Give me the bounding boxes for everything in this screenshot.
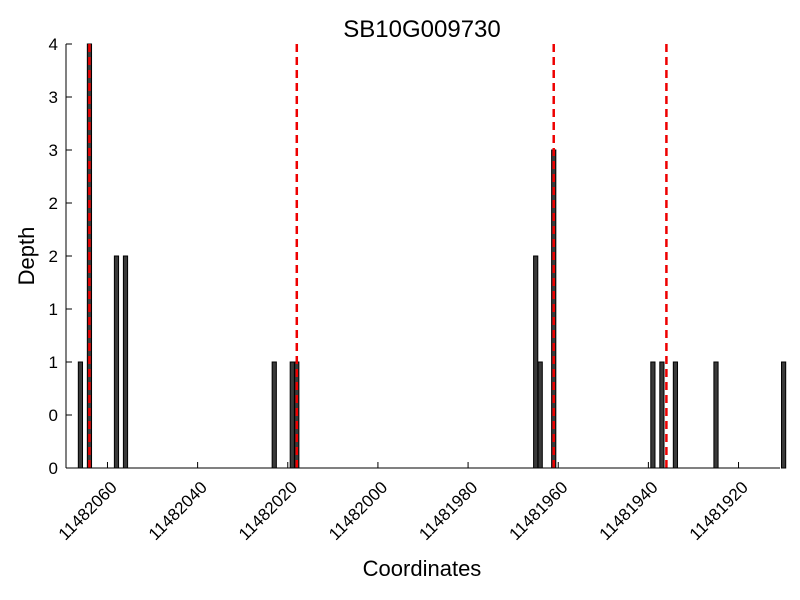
x-tick-label: 11481920 <box>686 478 752 544</box>
bar <box>781 361 787 469</box>
y-tick-label: 2 <box>49 247 58 266</box>
y-tick-label: 0 <box>49 406 58 425</box>
x-tick-label: 11481980 <box>415 478 481 544</box>
bar <box>659 361 665 469</box>
bar <box>650 361 656 469</box>
bar <box>113 255 120 469</box>
y-tick-label: 0 <box>49 459 58 478</box>
x-tick-label: 11481960 <box>506 478 572 544</box>
bar <box>77 361 84 469</box>
x-tick-label: 11482000 <box>325 478 391 544</box>
y-tick-label: 1 <box>49 300 58 319</box>
reference-lines-layer <box>88 44 668 468</box>
bar <box>122 255 129 469</box>
x-tick-label: 11482020 <box>235 478 301 544</box>
bar <box>537 361 543 469</box>
bar <box>289 361 295 469</box>
bars-layer <box>77 43 787 469</box>
chart-title: SB10G009730 <box>343 16 500 43</box>
x-tick-label: 11482060 <box>55 478 121 544</box>
x-axis-label: Coordinates <box>363 556 482 581</box>
bar <box>672 361 679 469</box>
y-axis-label: Depth <box>14 227 39 286</box>
y-tick-label: 4 <box>49 35 58 54</box>
bar <box>271 361 277 469</box>
x-tick-label: 11481940 <box>596 478 662 544</box>
y-tick-label: 1 <box>49 353 58 372</box>
bar <box>533 255 539 469</box>
bar <box>713 361 719 469</box>
x-tick-label: 11482040 <box>145 478 211 544</box>
y-tick-label: 3 <box>49 141 58 160</box>
y-tick-label: 2 <box>49 194 58 213</box>
y-tick-label: 3 <box>49 88 58 107</box>
